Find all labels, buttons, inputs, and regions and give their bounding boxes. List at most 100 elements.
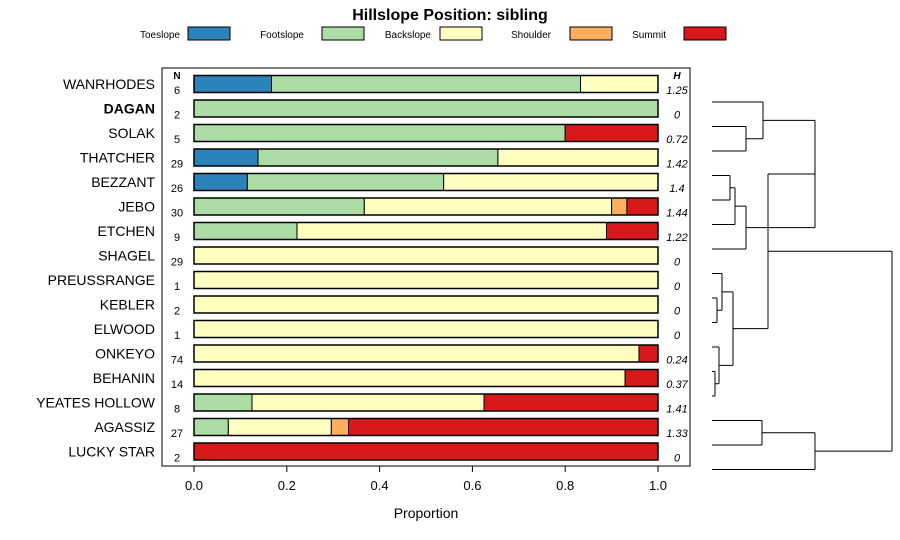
legend-label-summit: Summit: [632, 30, 666, 41]
row-behanin: BEHANIN 14 0.37: [93, 368, 689, 391]
row-etchen: ETCHEN 9 1.22: [97, 221, 688, 244]
bar-segment-shoulder: [330, 418, 350, 436]
row-n-count: 2: [174, 110, 180, 122]
bar-segment-footslope: [193, 124, 566, 142]
row-preussrange: PREUSSRANGE 1 0: [48, 270, 681, 293]
row-label: JEBO: [118, 199, 155, 215]
row-wanrhodes: WANRHODES 6 1.25: [63, 74, 689, 97]
n-header: N: [173, 71, 180, 82]
legend: Toeslope Footslope Backslope Shoulder Summit: [140, 26, 727, 41]
row-label: ELWOOD: [94, 321, 155, 337]
row-h-value: 1.25: [666, 85, 688, 97]
bar-outline: [193, 148, 659, 167]
row-h-value: 0.24: [666, 355, 687, 367]
bar-segment-backslope: [193, 369, 626, 387]
legend-label-backslope: Backslope: [385, 30, 432, 41]
row-n-count: 30: [171, 208, 183, 220]
legend-swatch-footslope: [321, 26, 365, 41]
bar-segment-toeslope: [193, 173, 248, 191]
row-dagan: DAGAN 2 0: [104, 99, 681, 122]
legend-swatch-toeslope: [187, 26, 231, 41]
row-elwood: ELWOOD 1 0: [94, 319, 681, 342]
row-label: WANRHODES: [63, 76, 155, 92]
dendrogram: [712, 101, 893, 470]
legend-label-footslope: Footslope: [260, 30, 304, 41]
bar-outline: [193, 246, 659, 265]
row-bezzant: BEZZANT 26 1.4: [91, 172, 685, 195]
legend-swatch-backslope: [439, 26, 483, 41]
bar-rows: WANRHODES 6 1.25 DAGAN 2 0 SOLAK 5 0.72 THATCHER 2…: [36, 74, 689, 465]
row-n-count: 26: [171, 183, 183, 195]
row-label: SHAGEL: [98, 248, 155, 264]
row-n-count: 8: [174, 404, 180, 416]
bar-segment-summit: [626, 197, 659, 216]
row-h-value: 1.4: [669, 183, 684, 195]
bar-segment-toeslope: [193, 75, 272, 93]
plot-panel: [161, 67, 691, 467]
row-h-value: 0: [674, 306, 681, 318]
bar-segment-backslope: [193, 271, 659, 289]
row-label: BEHANIN: [93, 370, 155, 386]
bar-outline: [193, 74, 659, 94]
bar-segment-summit: [564, 124, 659, 142]
bar-outline: [193, 442, 659, 461]
row-h-value: 1.44: [666, 208, 687, 220]
bar-outline: [193, 417, 659, 437]
row-h-value: 0: [674, 257, 681, 269]
bar-segment-shoulder: [611, 197, 628, 216]
legend-swatch-shoulder: [569, 26, 613, 41]
bar-segment-footslope: [193, 99, 659, 118]
row-n-count: 5: [174, 134, 180, 146]
row-label: ONKEYO: [95, 346, 155, 362]
row-h-value: 0: [674, 281, 681, 293]
legend-label-shoulder: Shoulder: [511, 30, 552, 41]
bar-segment-footslope: [246, 173, 445, 191]
chart-title: Hillslope Position: sibling: [352, 7, 548, 24]
x-tick-label: 0.4: [371, 478, 389, 493]
row-n-count: 27: [171, 428, 183, 440]
bar-segment-summit: [624, 369, 659, 387]
x-tick-label: 0.0: [185, 478, 203, 493]
row-n-count: 29: [171, 159, 183, 171]
x-tick-label: 1.0: [649, 478, 667, 493]
bar-outline: [193, 319, 659, 339]
row-n-count: 6: [174, 85, 180, 97]
row-label: THATCHER: [80, 150, 155, 166]
row-yeates-hollow: YEATES HOLLOW 8 1.41: [36, 393, 688, 416]
row-label: LUCKY STAR: [68, 444, 155, 460]
bar-outline: [193, 295, 659, 314]
bar-segment-backslope: [193, 295, 659, 314]
x-axis-title: Proportion: [394, 505, 459, 521]
row-label: AGASSIZ: [94, 419, 155, 435]
bar-segment-footslope: [193, 222, 298, 240]
row-h-value: 1.22: [666, 232, 687, 244]
row-label: YEATES HOLLOW: [36, 395, 156, 411]
row-jebo: JEBO 30 1.44: [118, 197, 688, 220]
row-n-count: 1: [174, 281, 180, 293]
bar-segment-footslope: [257, 148, 499, 167]
legend-label-toeslope: Toeslope: [140, 30, 180, 41]
legend-swatch-summit: [683, 26, 727, 41]
row-h-value: 0: [674, 110, 681, 122]
bar-segment-footslope: [193, 197, 365, 216]
x-tick-label: 0.6: [463, 478, 481, 493]
row-kebler: KEBLER 2 0: [100, 295, 681, 318]
bar-segment-summit: [605, 222, 659, 240]
row-h-value: 0: [674, 453, 681, 465]
bar-segment-backslope: [580, 75, 659, 93]
bar-segment-toeslope: [193, 148, 259, 167]
bar-segment-footslope: [270, 75, 582, 93]
row-n-count: 2: [174, 306, 180, 318]
bar-outline: [193, 172, 659, 192]
row-label: KEBLER: [100, 297, 155, 313]
bar-outline: [193, 270, 659, 290]
bar-segment-backslope: [363, 197, 613, 216]
x-axis: 0.0 0.2 0.4 0.6 0.8 1.0: [185, 466, 667, 493]
bar-segment-backslope: [443, 173, 659, 191]
bar-segment-backslope: [227, 418, 332, 436]
row-h-value: 1.42: [666, 159, 687, 171]
bar-outline: [193, 123, 659, 143]
row-lucky-star: LUCKY STAR 2 0: [68, 442, 681, 465]
row-h-value: 0.72: [666, 134, 687, 146]
